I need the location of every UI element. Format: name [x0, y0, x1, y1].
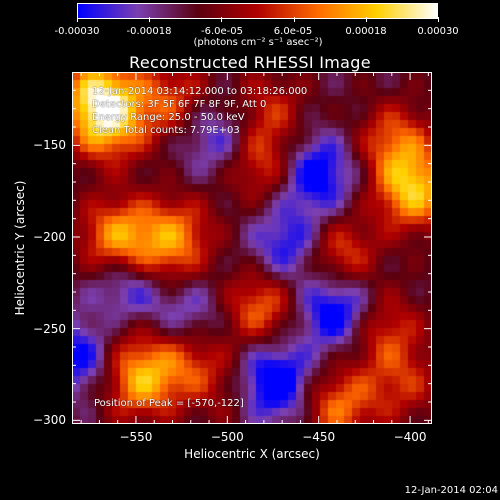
colorbar-tick-mark: [77, 17, 78, 22]
peak-position-text: Position of Peak = [-570,-122]: [94, 398, 244, 409]
colorbar-tick-label: 0.00018: [345, 26, 387, 37]
time-range-text: 12-Jan-2014 03:14:12.000 to 03:18:26.000: [92, 86, 308, 97]
colorbar-tick-label: -6.0e-05: [201, 26, 243, 37]
colorbar-tick-mark: [365, 17, 367, 22]
colorbar-unit-label: (photons cm⁻² s⁻¹ asec⁻²): [193, 37, 323, 48]
colorbar-tick-label: -0.00018: [126, 26, 172, 37]
date-stamp: 12-Jan-2014 02:04: [404, 485, 498, 496]
x-tick-label: −550: [119, 430, 153, 444]
colorbar-tick-mark: [293, 17, 295, 22]
colorbar: [77, 3, 438, 19]
y-tick-label: −250: [33, 321, 66, 336]
detectors-text: Detectors: 3F 5F 6F 7F 8F 9F, Att 0: [92, 99, 267, 110]
colorbar-tick-label: 0.00030: [417, 26, 459, 37]
x-axis-label: Heliocentric X (arcsec): [184, 447, 320, 461]
chart-title: Reconstructed RHESSI Image: [129, 53, 371, 72]
y-tick-label: −300: [33, 413, 66, 428]
y-tick-label: −150: [33, 138, 66, 153]
heatmap-image: [72, 72, 432, 424]
y-tick-label: −200: [33, 230, 66, 244]
x-tick-label: −450: [302, 430, 336, 444]
y-axis-label: Heliocentric Y (arcsec): [13, 180, 27, 316]
colorbar-tick-mark: [149, 17, 151, 22]
x-tick-label: −400: [393, 430, 427, 444]
colorbar-tick-label: -0.00030: [54, 26, 100, 37]
colorbar-tick-mark: [438, 17, 439, 22]
colorbar-tick-mark: [221, 17, 223, 22]
plot-frame: [72, 72, 432, 424]
colorbar-tick-label: 6.0e-05: [273, 26, 313, 37]
x-tick-label: −500: [210, 430, 244, 444]
energy-range-text: Energy Range: 25.0 - 50.0 keV: [92, 112, 245, 123]
clean-counts-text: Clean Total counts: 7.79E+03: [92, 125, 240, 136]
plot-border: [72, 72, 432, 424]
